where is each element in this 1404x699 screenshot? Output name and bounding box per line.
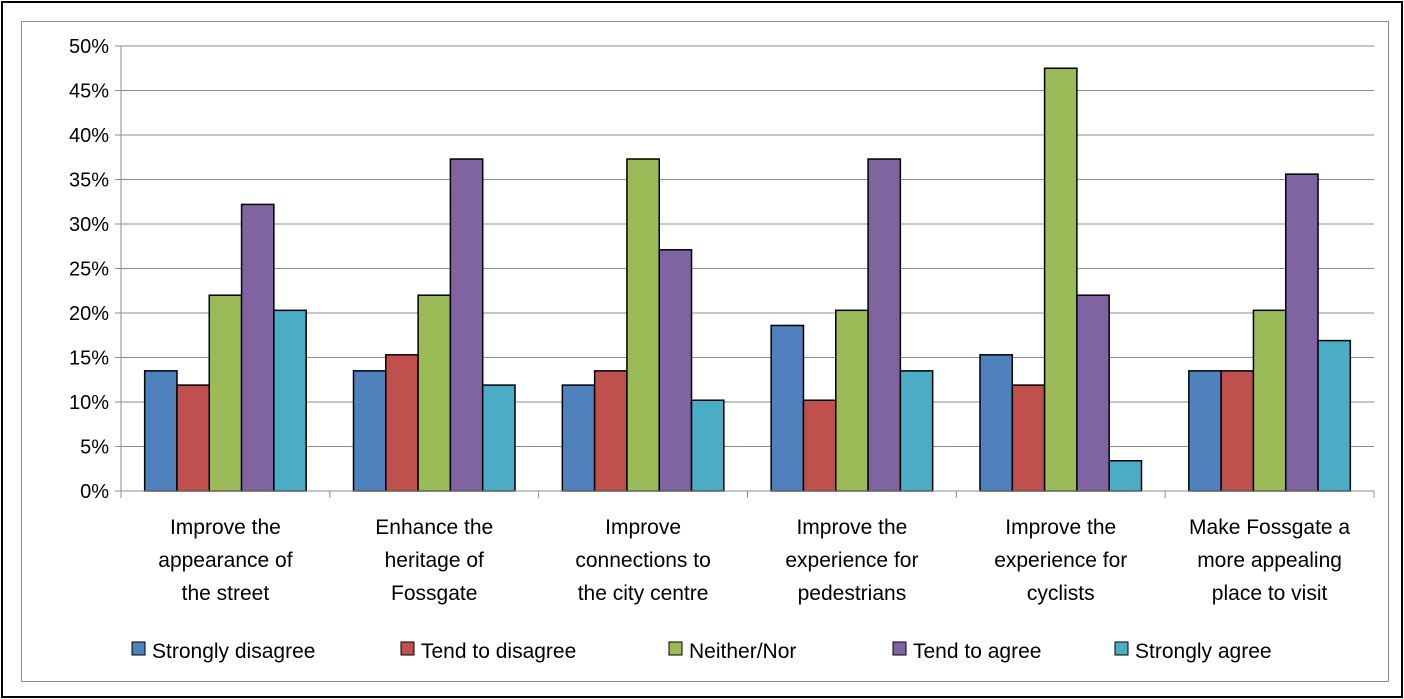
legend-swatch bbox=[1114, 641, 1129, 656]
bar bbox=[417, 294, 452, 492]
category-label: Improve the bbox=[170, 516, 281, 539]
category-label: Fossgate bbox=[391, 582, 477, 605]
y-tick-label: 5% bbox=[80, 437, 109, 459]
bar bbox=[770, 324, 805, 492]
bar bbox=[1188, 370, 1222, 492]
legend-swatch bbox=[400, 641, 415, 656]
category-label: the city centre bbox=[578, 582, 709, 605]
legend-swatch bbox=[892, 641, 907, 656]
bar bbox=[1076, 294, 1110, 492]
bar bbox=[867, 158, 902, 492]
category-label: more appealing bbox=[1197, 549, 1342, 572]
bar bbox=[176, 384, 211, 492]
bar bbox=[352, 370, 387, 492]
y-tick-label: 25% bbox=[69, 259, 109, 281]
category-label: heritage of bbox=[385, 549, 484, 572]
category-label: pedestrians bbox=[798, 582, 907, 605]
category-label: appearance of bbox=[158, 549, 292, 572]
bar bbox=[899, 370, 934, 492]
y-tick-label: 0% bbox=[80, 481, 109, 503]
y-tick-label: 50% bbox=[69, 36, 109, 58]
legend: Strongly disagree Tend to disagree Neither… bbox=[131, 640, 1272, 663]
y-tick-label: 45% bbox=[69, 81, 109, 103]
bar bbox=[1108, 459, 1143, 492]
y-tick-label: 10% bbox=[69, 392, 109, 414]
bars bbox=[143, 67, 1352, 492]
category-label: experience for bbox=[994, 549, 1127, 572]
bar bbox=[1284, 173, 1319, 492]
bar bbox=[593, 370, 628, 492]
legend-label: Neither/Nor bbox=[689, 640, 796, 663]
category-label: cyclists bbox=[1027, 582, 1095, 605]
category-label: place to visit bbox=[1212, 582, 1328, 605]
bar bbox=[1317, 339, 1352, 492]
bar bbox=[1220, 370, 1255, 492]
bar bbox=[481, 384, 516, 492]
category-label: Improve the bbox=[796, 516, 907, 539]
bar bbox=[273, 309, 307, 492]
bar bbox=[1011, 384, 1046, 492]
category-label: connections to bbox=[575, 549, 710, 572]
y-tick-label: 40% bbox=[69, 125, 109, 147]
bar bbox=[835, 309, 869, 492]
axes bbox=[115, 45, 1375, 498]
y-tick-label: 30% bbox=[69, 214, 109, 236]
category-label: Make Fossgate a bbox=[1189, 516, 1350, 539]
bar bbox=[561, 384, 596, 492]
category-label: Enhance the bbox=[375, 516, 493, 539]
category-labels: Improve the appearance of the street Enhanc… bbox=[158, 516, 1350, 605]
y-tick-label: 15% bbox=[69, 348, 109, 370]
bar bbox=[1043, 67, 1078, 492]
legend-swatch bbox=[131, 641, 146, 656]
legend-label: Strongly agree bbox=[1135, 640, 1272, 663]
legend-label: Strongly disagree bbox=[152, 640, 315, 663]
bar bbox=[385, 354, 419, 492]
gridlines bbox=[121, 45, 1374, 447]
legend-swatch bbox=[668, 641, 683, 656]
bar bbox=[208, 294, 243, 492]
legend-label: Tend to agree bbox=[913, 640, 1041, 663]
category-label: Improve bbox=[605, 516, 681, 539]
category-label: the street bbox=[182, 582, 270, 605]
bar bbox=[658, 249, 693, 492]
y-tick-labels: 0% 5% 10% 15% 20% 25% 30% 35% 40% 45% 50% bbox=[69, 36, 109, 503]
bar bbox=[690, 399, 725, 492]
bar bbox=[979, 354, 1014, 492]
bar bbox=[449, 158, 484, 492]
bar bbox=[802, 399, 837, 492]
category-label: Improve the bbox=[1005, 516, 1116, 539]
bar bbox=[143, 370, 178, 492]
bar bbox=[1252, 309, 1287, 492]
y-tick-label: 35% bbox=[69, 170, 109, 192]
bar bbox=[626, 158, 660, 492]
category-label: experience for bbox=[785, 549, 918, 572]
y-tick-label: 20% bbox=[69, 303, 109, 325]
bar bbox=[240, 203, 275, 492]
legend-label: Tend to disagree bbox=[421, 640, 576, 663]
